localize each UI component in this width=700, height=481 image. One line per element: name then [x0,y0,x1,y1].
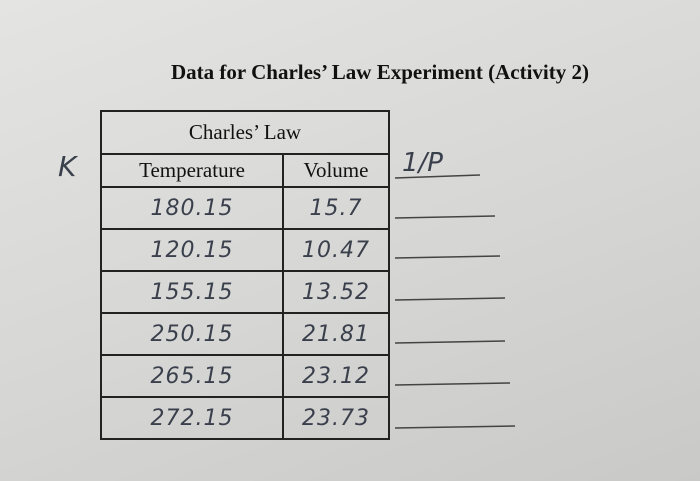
table-cell: 23.12 [282,354,390,398]
table-row: 120.15 10.47 [100,228,390,272]
table-cell: 180.15 [100,186,284,230]
table-cell: 10.47 [282,228,390,272]
table-cell: 15.7 [282,186,390,230]
data-table: Charles’ Law Temperature Volume 180.15 15… [100,110,390,440]
table-body: 180.15 15.7 120.15 10.47 155.15 13.52 250.15 21… [100,186,390,440]
annotation-k: K [58,150,77,183]
table-row: 180.15 15.7 [100,186,390,230]
annotation-1-over-p: 1/P [402,148,443,178]
table-cell: 23.73 [282,396,390,440]
title: Data for Charles’ Law Experiment (Activi… [171,60,589,84]
table-cell: 21.81 [282,312,390,356]
table-row: 272.15 23.73 [100,396,390,440]
table-cell: 272.15 [100,396,284,440]
table-row: 155.15 13.52 [100,270,390,314]
table-cell: 155.15 [100,270,284,314]
column-header: Temperature [100,153,284,188]
column-header: Volume [282,153,390,188]
table-cell: 13.52 [282,270,390,314]
table-row: 250.15 21.81 [100,312,390,356]
table-row: 265.15 23.12 [100,354,390,398]
table-cell: 120.15 [100,228,284,272]
table-cell: 265.15 [100,354,284,398]
table-cell: 250.15 [100,312,284,356]
table-caption: Charles’ Law [100,110,390,155]
